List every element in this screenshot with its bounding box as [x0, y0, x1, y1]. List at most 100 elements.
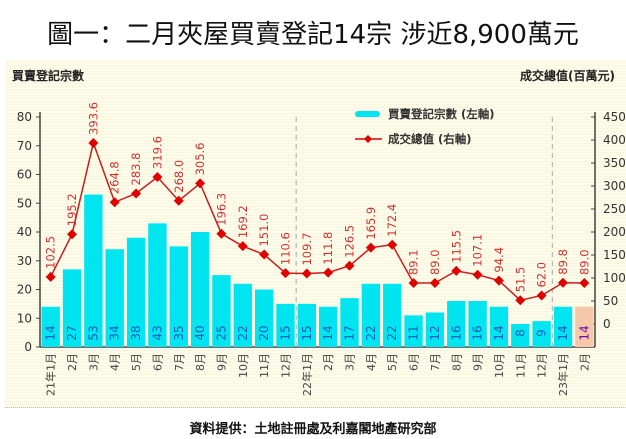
- bar-value-label: 22: [236, 325, 250, 340]
- line-value-label: 393.6: [86, 102, 100, 135]
- line-value-label: 283.8: [129, 153, 143, 186]
- line-value-label: 319.6: [150, 136, 164, 169]
- line-point: [579, 278, 590, 289]
- bar: [276, 303, 295, 347]
- line-value-label: 264.8: [108, 161, 122, 194]
- bar: [169, 246, 188, 347]
- bar: [532, 321, 551, 347]
- bar-value-label: 40: [193, 325, 207, 340]
- x-tick-label: 6月: [151, 353, 164, 371]
- bar: [340, 298, 359, 347]
- x-tick-label: 8月: [194, 353, 207, 371]
- right-tick-label: 0: [603, 317, 611, 331]
- line-value-label: 107.1: [471, 234, 485, 267]
- bar: [383, 283, 402, 347]
- right-tick-label: 350: [603, 156, 626, 170]
- line-value-label: 151.0: [257, 214, 271, 247]
- bar: [126, 237, 146, 347]
- line-value-label: 196.3: [214, 193, 228, 226]
- left-tick-label: 80: [17, 110, 32, 124]
- line-point: [301, 268, 312, 279]
- bar-value-label: 14: [44, 325, 58, 340]
- left-tick-label: 0: [24, 340, 32, 354]
- left-tick-label: 60: [17, 168, 32, 182]
- bar: [318, 306, 338, 347]
- bar-value-label: 14: [321, 325, 335, 340]
- page-title: 圖一：二月夾屋買賣登記14宗 涉近8,900萬元: [47, 20, 579, 50]
- x-tick-label: 4月: [109, 353, 122, 371]
- legend-bar-swatch: [355, 111, 380, 117]
- source-footer: 資料提供：土地註冊處及利嘉閣地產研究部: [189, 422, 437, 437]
- x-tick-label: 9月: [215, 353, 228, 371]
- line-point: [88, 137, 99, 148]
- line-point: [173, 195, 184, 206]
- legend-line-label: 成交總值 (右軸): [388, 132, 472, 146]
- x-tick-label: 5月: [130, 353, 143, 371]
- left-tick-label: 20: [17, 283, 32, 297]
- line-point: [152, 171, 163, 182]
- bar-value-label: 25: [214, 325, 228, 340]
- x-tick-label: 10月: [493, 353, 506, 378]
- bar-value-label: 16: [471, 325, 485, 340]
- bar-value-label: 14: [577, 325, 591, 340]
- bar-value-label: 14: [556, 325, 570, 340]
- bar: [105, 249, 124, 347]
- x-tick-label: 12月: [279, 353, 292, 378]
- bar: [425, 312, 445, 347]
- line-value-label: 89.1: [407, 249, 421, 275]
- x-tick-label: 7月: [173, 353, 186, 371]
- line-value-label: 102.5: [44, 236, 58, 269]
- chart-panel: [5, 60, 626, 408]
- bar: [148, 223, 167, 347]
- line-value-label: 111.8: [321, 232, 335, 265]
- line-point: [109, 197, 120, 208]
- line-point: [131, 188, 142, 199]
- line-point: [323, 267, 334, 278]
- line-value-label: 305.6: [193, 142, 207, 175]
- bar-value-label: 20: [257, 325, 271, 340]
- bar-value-label: 11: [407, 325, 421, 340]
- line-value-label: 169.2: [236, 205, 250, 238]
- line-point: [195, 178, 206, 189]
- x-tick-label: 6月: [408, 353, 421, 371]
- bar-value-label: 43: [150, 325, 164, 340]
- bar-value-label: 53: [86, 325, 100, 340]
- x-tick-label: 4月: [365, 353, 378, 371]
- x-tick-label: 7月: [429, 353, 442, 371]
- bar-value-label: 15: [278, 325, 292, 340]
- left-tick-label: 40: [17, 225, 32, 239]
- line-point: [451, 265, 462, 276]
- line-point: [216, 228, 227, 239]
- x-tick-label: 5月: [386, 353, 399, 371]
- line-point: [429, 278, 440, 289]
- line-point: [259, 249, 270, 260]
- right-tick-label: 50: [603, 294, 618, 308]
- right-tick-label: 100: [603, 271, 626, 285]
- bar: [361, 283, 381, 347]
- line-value-label: 89.8: [556, 249, 570, 275]
- line-value-label: 51.5: [513, 267, 527, 293]
- line-value-label: 165.9: [364, 207, 378, 240]
- bar: [41, 306, 60, 347]
- left-axis-label: 買賣登記宗數: [12, 69, 85, 83]
- bar: [468, 301, 487, 347]
- x-tick-label: 21年1月: [44, 353, 58, 396]
- bar: [62, 269, 82, 347]
- bar: [553, 306, 573, 347]
- right-tick-label: 150: [603, 248, 626, 262]
- x-tick-label: 3月: [344, 353, 357, 371]
- right-tick-label: 250: [603, 202, 626, 216]
- bar: [254, 289, 274, 347]
- legend-line-marker: [364, 135, 372, 143]
- line-point: [344, 260, 355, 271]
- line-value-label: 89.0: [428, 249, 442, 275]
- bar: [404, 315, 423, 347]
- bar-value-label: 12: [428, 325, 442, 340]
- x-tick-label: 11月: [514, 353, 527, 378]
- right-tick-label: 300: [603, 179, 626, 193]
- line-value-label: 110.6: [278, 232, 292, 265]
- bar-value-label: 27: [65, 325, 79, 340]
- left-tick-label: 70: [17, 139, 32, 153]
- right-tick-label: 400: [603, 133, 626, 147]
